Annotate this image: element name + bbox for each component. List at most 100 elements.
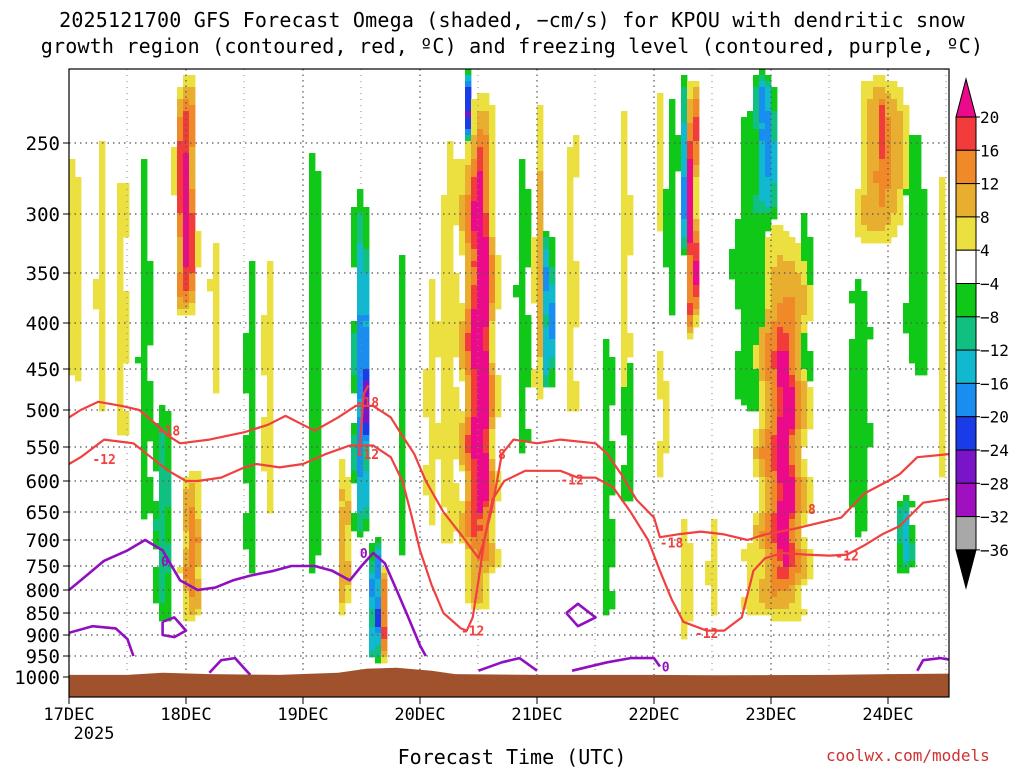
omega-cell [495, 381, 502, 388]
omega-cell [861, 165, 868, 172]
omega-cell [795, 339, 802, 346]
omega-cell [99, 387, 106, 394]
omega-cell [465, 483, 472, 490]
omega-cell [879, 87, 886, 94]
omega-cell [99, 315, 106, 322]
omega-cell [489, 543, 496, 550]
omega-cell [453, 159, 460, 166]
omega-cell [159, 525, 166, 532]
omega-cell [261, 369, 268, 376]
omega-cell [789, 393, 796, 400]
omega-cell [471, 519, 478, 526]
omega-cell [363, 459, 370, 466]
omega-cell [357, 285, 364, 292]
omega-cell [339, 525, 346, 532]
omega-cell [363, 273, 370, 280]
omega-cell [777, 249, 784, 256]
omega-cell [753, 177, 760, 184]
omega-cell [777, 471, 784, 478]
omega-cell [429, 513, 436, 520]
omega-cell [603, 369, 610, 376]
omega-cell [477, 447, 484, 454]
omega-cell [621, 237, 628, 244]
omega-cell [471, 573, 478, 580]
omega-cell [747, 375, 754, 382]
omega-cell [921, 339, 928, 346]
omega-cell [795, 591, 802, 598]
omega-cell [471, 285, 478, 292]
omega-cell [339, 597, 346, 604]
omega-cell [267, 393, 274, 400]
omega-cell [261, 327, 268, 334]
omega-cell [753, 429, 760, 436]
omega-cell [783, 285, 790, 292]
omega-cell [309, 327, 316, 334]
omega-cell [177, 87, 184, 94]
omega-cell [477, 525, 484, 532]
omega-cell [357, 327, 364, 334]
omega-cell [777, 501, 784, 508]
omega-cell [801, 507, 808, 514]
omega-cell [525, 213, 532, 220]
omega-cell [741, 369, 748, 376]
credit-link[interactable]: coolwx.com/models [826, 746, 990, 765]
omega-cell [189, 495, 196, 502]
omega-cell [339, 549, 346, 556]
omega-cell [603, 423, 610, 430]
freezing-level-contour [208, 656, 252, 676]
omega-cell [741, 243, 748, 250]
omega-cell [567, 297, 574, 304]
omega-cell [141, 159, 148, 166]
omega-cell [693, 213, 700, 220]
omega-cell [789, 555, 796, 562]
omega-cell [621, 117, 628, 124]
omega-cell [537, 327, 544, 334]
omega-cell [543, 273, 550, 280]
omega-cell [477, 483, 484, 490]
omega-cell [435, 345, 442, 352]
omega-cell [315, 219, 322, 226]
omega-cell [663, 225, 670, 232]
omega-cell [357, 297, 364, 304]
omega-cell [657, 381, 664, 388]
omega-cell [861, 333, 868, 340]
omega-cell [381, 591, 388, 598]
omega-cell [603, 603, 610, 610]
omega-cell [849, 423, 856, 430]
omega-cell [267, 405, 274, 412]
omega-cell [477, 303, 484, 310]
omega-cell [771, 171, 778, 178]
omega-cell [735, 219, 742, 226]
omega-cell [915, 279, 922, 286]
omega-cell [123, 321, 130, 328]
omega-cell [567, 225, 574, 232]
omega-cell [765, 513, 772, 520]
omega-cell [117, 279, 124, 286]
omega-cell [183, 261, 190, 268]
omega-cell [543, 267, 550, 274]
omega-cell [351, 471, 358, 478]
omega-cell [789, 303, 796, 310]
omega-cell [873, 105, 880, 112]
omega-cell [879, 81, 886, 88]
omega-cell [759, 243, 766, 250]
omega-cell [909, 255, 916, 262]
omega-cell [537, 171, 544, 178]
omega-cell [183, 615, 190, 622]
omega-cell [795, 573, 802, 580]
omega-cell [855, 291, 862, 298]
omega-cell [777, 507, 784, 514]
omega-cell [753, 321, 760, 328]
omega-cell [357, 411, 364, 418]
omega-cell [309, 189, 316, 196]
omega-cell [657, 357, 664, 364]
omega-cell [459, 177, 466, 184]
omega-cell [465, 93, 472, 100]
omega-cell [909, 219, 916, 226]
omega-cell [315, 495, 322, 502]
omega-cell [375, 627, 382, 634]
omega-cell [213, 267, 220, 274]
omega-cell [795, 597, 802, 604]
omega-cell [453, 501, 460, 508]
omega-cell [939, 459, 946, 466]
